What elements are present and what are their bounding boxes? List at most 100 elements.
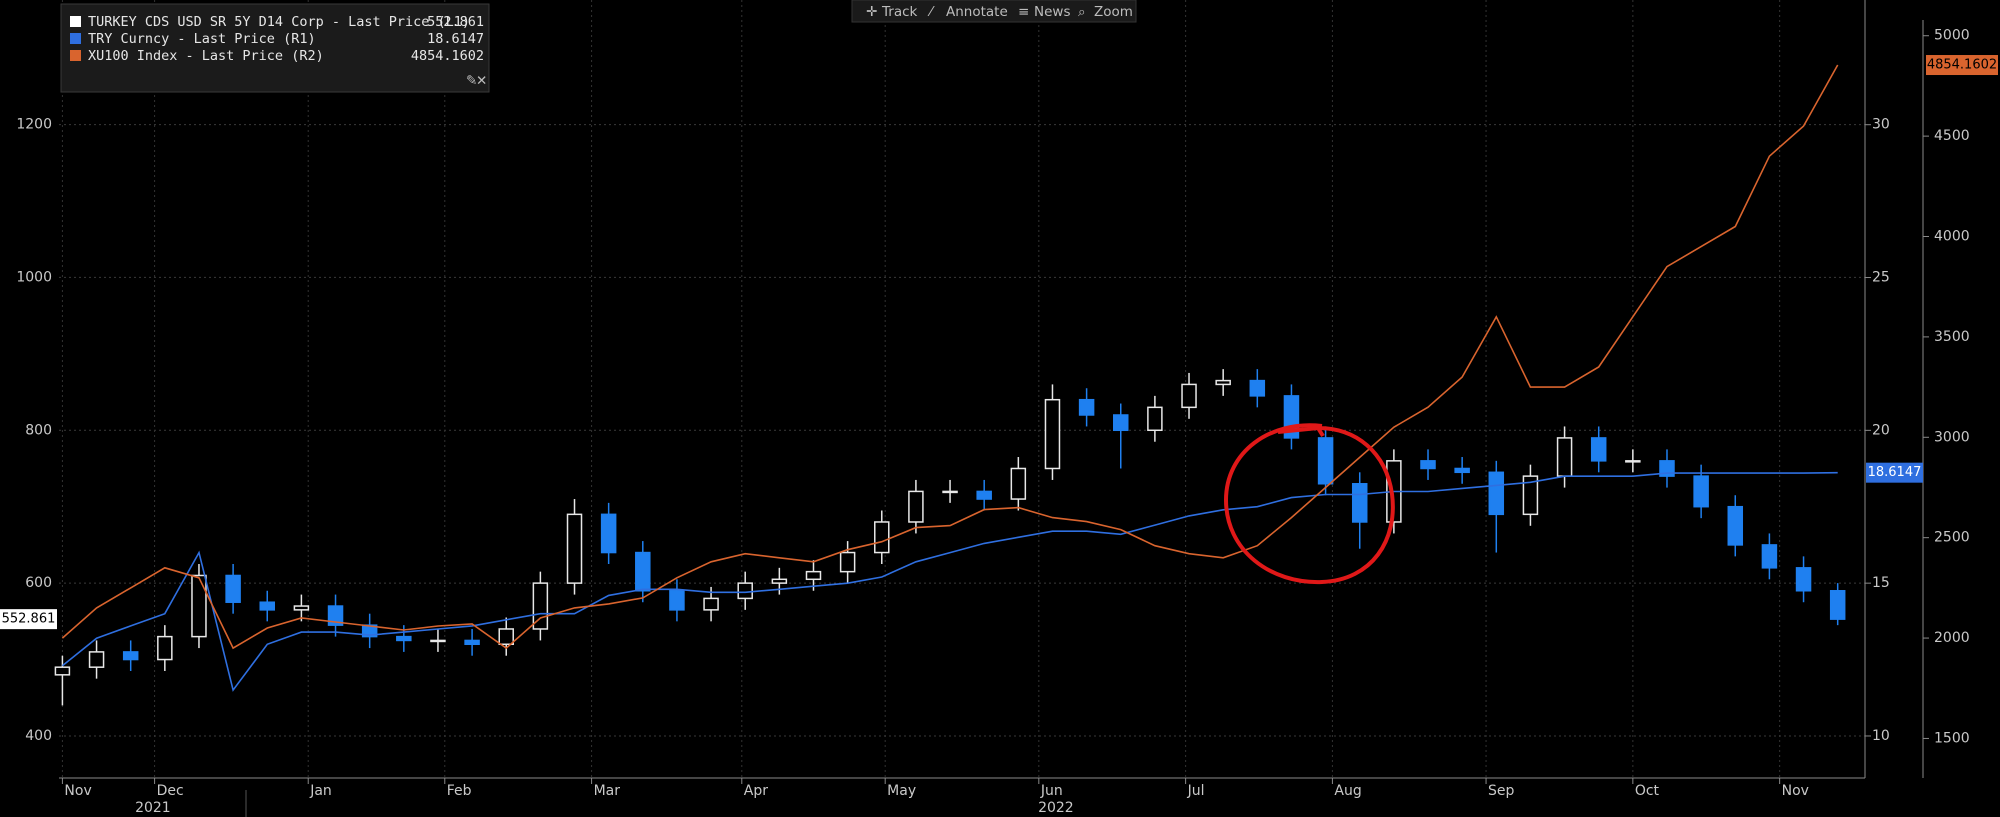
r2-tick-label: 1500 <box>1934 730 1970 746</box>
candle-body <box>1181 383 1197 409</box>
x-tick-label: Jan <box>309 783 332 799</box>
y-tick-label: 1200 <box>16 117 52 133</box>
candle-body <box>703 597 719 611</box>
candle-body <box>1078 398 1095 416</box>
candle-body <box>1795 567 1812 592</box>
year-label: 2021 <box>135 800 171 816</box>
candle-body <box>1454 467 1470 474</box>
toolbar-button[interactable]: News <box>1034 4 1070 20</box>
candle-body <box>737 582 753 600</box>
x-tick-label: May <box>887 783 916 799</box>
x-tick-label: Aug <box>1334 783 1361 799</box>
candle-body <box>1522 475 1539 516</box>
legend-box <box>60 3 490 93</box>
y-tick-label: 400 <box>25 728 52 744</box>
candle-body <box>669 590 685 611</box>
series-line <box>61 64 1839 650</box>
r2-tick-label: 4000 <box>1934 229 1970 245</box>
candle-body <box>54 666 71 676</box>
x-tick-label: Sep <box>1488 783 1515 799</box>
candle-body <box>498 628 514 646</box>
legend-swatch <box>70 33 81 44</box>
candle-body <box>1590 437 1607 462</box>
candle-body <box>122 651 139 661</box>
candle-body <box>1317 437 1334 485</box>
candle-body <box>396 635 412 642</box>
toolbar: ✛ Track ⁄ Annotate ≡ News ⌕ Zoom <box>851 0 1137 23</box>
legend: ✎ ✕ TURKEY CDS USD SR 5Y D14 Corp - Last… <box>60 3 490 93</box>
annotation-stroke <box>1277 425 1325 438</box>
toolbar-button[interactable]: Track <box>881 4 918 20</box>
y-tick-label: 600 <box>25 575 52 591</box>
toolbar-button[interactable]: Zoom <box>1094 4 1133 20</box>
legend-swatch <box>70 50 81 61</box>
legend-value: 18.6147 <box>427 31 484 47</box>
candle-body <box>293 605 310 611</box>
candle-body <box>1010 467 1027 500</box>
toolbar-icon[interactable]: ⌕ <box>1078 4 1086 20</box>
price-tag-label: 4854.1602 <box>1927 58 1997 73</box>
toolbar-bg <box>851 0 1137 23</box>
x-tick-label: Feb <box>447 783 472 799</box>
candle-body <box>805 570 822 581</box>
candle-body <box>908 490 924 523</box>
r1-tick-label: 15 <box>1872 575 1890 591</box>
legend-label: XU100 Index - Last Price (R2) <box>88 48 324 64</box>
candle-body <box>771 578 788 584</box>
r2-tick-label: 2000 <box>1934 630 1970 646</box>
y-tick-label: 1000 <box>16 269 52 285</box>
candle-body <box>259 601 276 611</box>
toolbar-icon[interactable]: ⁄ <box>927 4 935 20</box>
r2-tick-label: 2500 <box>1934 530 1970 546</box>
candle-body <box>942 490 958 494</box>
legend-swatch <box>70 16 81 27</box>
toolbar-button[interactable]: Annotate <box>946 4 1008 20</box>
r2-tick-label: 5000 <box>1934 28 1970 44</box>
toolbar-icon[interactable]: ≡ <box>1018 4 1029 20</box>
candle-body <box>88 651 105 668</box>
y-tick-label: 800 <box>25 422 52 438</box>
candle-body <box>635 551 651 592</box>
x-tick-label: Oct <box>1635 783 1660 799</box>
r2-tick-label: 4500 <box>1934 128 1970 144</box>
candle-body <box>1420 460 1436 470</box>
r1-tick-label: 25 <box>1872 270 1890 286</box>
price-tag <box>0 609 57 630</box>
candle-body <box>361 624 378 638</box>
candle-body <box>1761 544 1778 569</box>
r1-tick-label: 10 <box>1872 728 1890 744</box>
candle-body <box>157 635 173 661</box>
candle-body <box>1113 414 1129 432</box>
close-icon[interactable]: ✕ <box>476 73 487 89</box>
r1-tick-label: 20 <box>1872 422 1890 438</box>
candle-body <box>839 551 856 573</box>
candle-body <box>1147 406 1163 432</box>
price-tag <box>1866 462 1923 483</box>
year-label: 2022 <box>1038 800 1074 816</box>
x-tick-label: Mar <box>594 783 621 799</box>
candle-body <box>327 605 344 626</box>
x-tick-label: Dec <box>157 783 184 799</box>
toolbar-icon[interactable]: ✛ <box>866 4 877 20</box>
candle-body <box>1727 505 1744 546</box>
candle-body <box>430 639 446 643</box>
candle-body <box>1044 398 1061 470</box>
pin-icon[interactable]: ✎ <box>466 73 477 89</box>
candle-body <box>566 513 583 584</box>
price-tag-label: 18.6147 <box>1868 465 1922 480</box>
candle-body <box>976 490 992 500</box>
candle-body <box>1556 437 1573 477</box>
candle-body <box>1829 590 1846 620</box>
x-tick-label: Jul <box>1187 783 1205 799</box>
legend-value: 552.861 <box>427 14 484 30</box>
candle-body <box>225 574 241 603</box>
candle-body <box>1693 475 1709 508</box>
x-tick-label: Nov <box>64 783 91 799</box>
series-line <box>61 471 1838 692</box>
r2-tick-label: 3000 <box>1934 429 1970 445</box>
x-tick-label: Apr <box>744 783 768 799</box>
candle-body <box>1625 460 1641 463</box>
price-tag <box>1926 55 1998 76</box>
candle-body <box>464 639 480 646</box>
